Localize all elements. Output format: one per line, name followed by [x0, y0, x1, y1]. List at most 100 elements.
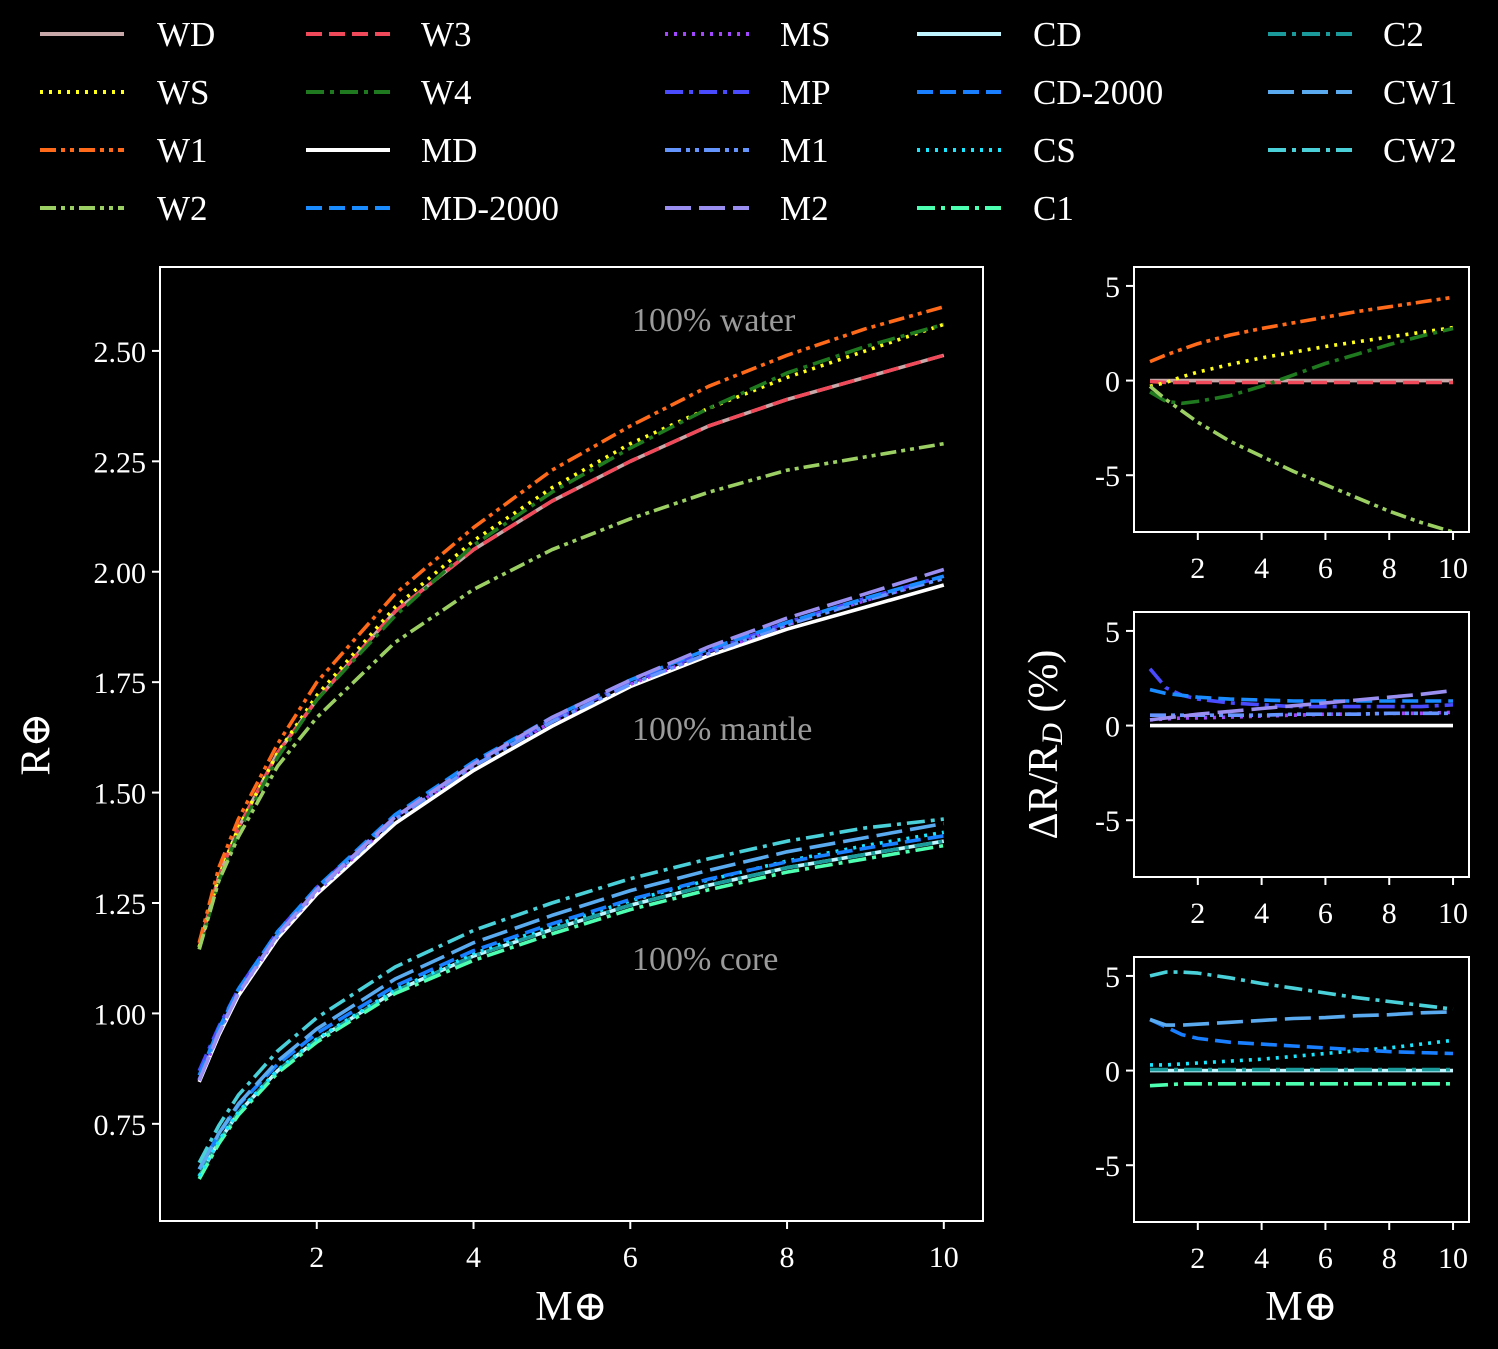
x-tick-label: 4 — [1254, 552, 1269, 585]
y-tick-label: 2.00 — [94, 557, 147, 590]
series-line-cw2 — [1149, 970, 1454, 1011]
legend-item-w1: W1 — [40, 131, 208, 170]
x-axis-label: M⊕ — [535, 1284, 608, 1330]
x-tick-label: 2 — [1190, 897, 1205, 930]
x-tick-label: 4 — [1254, 1242, 1269, 1275]
x-tick-label: 10 — [1438, 1242, 1468, 1275]
series-group — [1149, 970, 1454, 1088]
x-tick-label: 6 — [1318, 1242, 1333, 1275]
y-tick-label: 1.50 — [94, 778, 147, 811]
legend-label: C2 — [1383, 15, 1424, 54]
series-line-cd-2000 — [1149, 1017, 1454, 1056]
legend-label: CW1 — [1383, 73, 1457, 112]
y-tick-label: 0 — [1105, 366, 1120, 399]
x-tick-label: 10 — [1438, 897, 1468, 930]
legend-item-md: MD — [306, 131, 477, 170]
y-tick-label: 0.75 — [94, 1109, 147, 1142]
x-tick-label: 8 — [1382, 552, 1397, 585]
series-group — [197, 305, 945, 1180]
y-tick-label: 5 — [1105, 616, 1120, 649]
legend-item-md-2000: MD-2000 — [306, 189, 559, 228]
series-line-w3 — [1149, 379, 1453, 385]
series-line-ws — [1149, 325, 1454, 389]
axes-frame — [1133, 956, 1470, 1223]
annotation-core: 100% core — [632, 941, 778, 978]
legend-item-wd: WD — [40, 15, 215, 54]
series-group — [1148, 295, 1454, 532]
series-line-w2 — [1148, 384, 1454, 532]
legend-label: WD — [157, 15, 215, 54]
legend-label: MP — [780, 73, 831, 112]
legend-label: CD-2000 — [1033, 73, 1163, 112]
legend-label: W2 — [157, 189, 208, 228]
axes-frame — [1133, 266, 1470, 533]
series-line-m2 — [1149, 688, 1454, 722]
y-axis-label: ΔR/RD (%) — [1021, 650, 1069, 840]
annotation-water: 100% water — [632, 302, 796, 339]
x-tick-label: 6 — [1318, 552, 1333, 585]
x-axis-label: M⊕ — [1265, 1284, 1338, 1330]
legend-item-ws: WS — [40, 73, 210, 112]
series-line-w4 — [197, 322, 945, 950]
series-line-m2 — [197, 567, 945, 1082]
y-tick-label: 2.50 — [94, 336, 147, 369]
legend-label: CD — [1033, 15, 1082, 54]
series-line-md-2000 — [197, 574, 945, 1077]
annotation-mantle: 100% mantle — [632, 711, 812, 748]
series-line-ms — [197, 576, 945, 1082]
series-line-cw1 — [1149, 1010, 1454, 1027]
x-tick-label: 8 — [1382, 1242, 1397, 1275]
annotation-layer: 100% water 100% mantle 100% core — [632, 302, 812, 978]
y-axis-label: R⊕ — [14, 712, 60, 775]
panel-diff-water: 2 4 6 8 10 -5 0 5 — [1095, 266, 1470, 585]
x-tick-label: 8 — [780, 1241, 795, 1274]
y-tick-label: -5 — [1095, 805, 1120, 838]
legend-label: C1 — [1033, 189, 1074, 228]
series-line-cs — [1150, 1038, 1454, 1067]
legend-label: W4 — [421, 73, 472, 112]
y-tick-label: 5 — [1105, 961, 1120, 994]
legend-item-cd: CD — [917, 15, 1082, 54]
series-line-cw1 — [197, 821, 945, 1171]
legend-item-cd-2000: CD-2000 — [917, 73, 1163, 112]
y-tick-label: 1.00 — [94, 998, 147, 1031]
x-tick-label: 6 — [1318, 897, 1333, 930]
legend-label: MD — [421, 131, 477, 170]
series-line-w2 — [197, 441, 945, 950]
x-tick-label: 2 — [1190, 552, 1205, 585]
legend-item-c1: C1 — [917, 189, 1074, 228]
series-line-md-2000 — [1149, 687, 1453, 703]
y-tick-label: 1.25 — [94, 888, 147, 921]
legend-item-c2: C2 — [1268, 15, 1424, 54]
series-line-c1 — [1149, 1082, 1453, 1088]
legend-label: MS — [780, 15, 831, 54]
legend-item-cw1: CW1 — [1268, 73, 1457, 112]
legend-item-m1: M1 — [665, 131, 829, 170]
axes-frame — [159, 266, 984, 1222]
x-tick-label: 4 — [466, 1241, 481, 1274]
legend-label: CW2 — [1383, 131, 1457, 170]
series-line-cs — [197, 830, 945, 1177]
legend-item-cs: CS — [917, 131, 1076, 170]
legend-item-cw2: CW2 — [1268, 131, 1457, 170]
legend-label: WS — [157, 73, 210, 112]
x-tick-label: 8 — [1382, 897, 1397, 930]
panel-main: 2 4 6 8 10 0.75 1.00 1.25 1.50 1.75 2.00 2.25 2.50 M⊕… — [14, 266, 984, 1330]
y-tick-label: -5 — [1095, 1150, 1120, 1183]
series-line-w4 — [1149, 326, 1454, 406]
series-line-w1 — [197, 305, 945, 944]
legend-item-w4: W4 — [306, 73, 472, 112]
series-line-cw2 — [197, 817, 945, 1164]
y-tick-label: 0 — [1105, 1056, 1120, 1089]
legend-label: W3 — [421, 15, 472, 54]
series-line-ws — [197, 322, 945, 948]
x-tick-label: 10 — [1438, 552, 1468, 585]
legend-label: CS — [1033, 131, 1076, 170]
legend-item-w3: W3 — [306, 15, 472, 54]
x-tick-label: 4 — [1254, 897, 1269, 930]
x-tick-label: 6 — [623, 1241, 638, 1274]
y-tick-label: 1.75 — [94, 667, 147, 700]
series-line-m1 — [1150, 711, 1453, 718]
legend-label: W1 — [157, 131, 208, 170]
